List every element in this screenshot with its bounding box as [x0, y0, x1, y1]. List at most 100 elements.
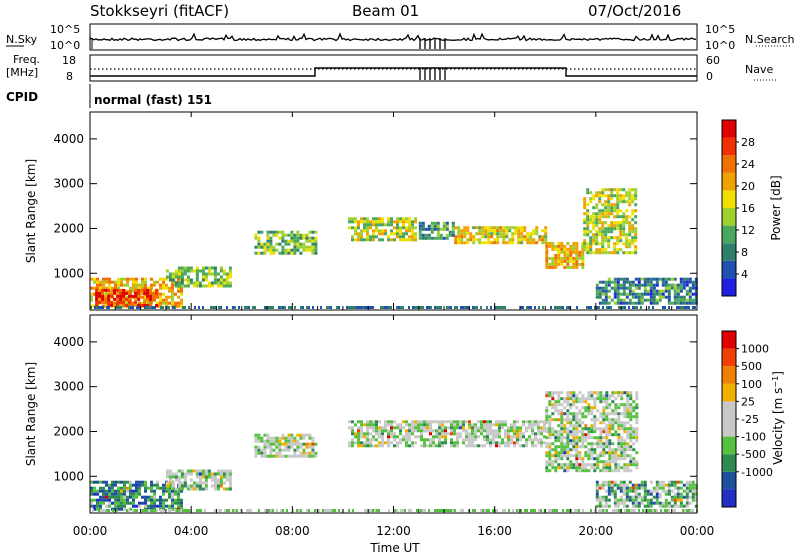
velocity-cell	[123, 495, 126, 499]
power-cell	[137, 294, 141, 298]
power-cell	[616, 191, 620, 195]
power-cell	[195, 284, 199, 288]
velocity-cell	[584, 469, 588, 473]
velocity-base-cell	[282, 509, 284, 512]
power-base-cell	[220, 306, 222, 309]
power-base-cell	[120, 306, 122, 309]
velocity-cell	[545, 409, 549, 413]
power-base-cell	[448, 306, 450, 309]
power-cell	[405, 229, 408, 233]
velocity-cell	[605, 439, 609, 443]
velocity-cell	[360, 423, 363, 427]
power-cell	[545, 253, 549, 257]
power-cell	[520, 235, 524, 239]
power-cell	[460, 238, 464, 242]
velocity-cell	[492, 435, 495, 439]
power-cell	[177, 284, 181, 288]
power-cell	[155, 291, 159, 295]
velocity-cell	[486, 441, 489, 445]
velocity-cell	[480, 420, 483, 424]
velocity-colorbar-swatch-2	[722, 454, 736, 472]
power-cell	[156, 301, 159, 305]
velocity-cell	[629, 457, 633, 461]
velocity-cell	[129, 486, 132, 490]
velocity-cell	[590, 409, 594, 413]
power-cell	[610, 191, 614, 195]
velocity-cell	[604, 504, 608, 508]
power-cell	[625, 245, 629, 249]
power-cell	[357, 226, 360, 230]
velocity-cell	[522, 423, 525, 427]
power-cell	[111, 289, 114, 293]
power-cell	[545, 247, 549, 251]
velocity-cell	[354, 423, 357, 427]
power-cell	[523, 229, 527, 233]
velocity-cell	[655, 480, 659, 484]
power-base-cell	[684, 306, 686, 309]
power-cell	[375, 220, 378, 224]
power-cell	[592, 197, 596, 201]
velocity-cell	[168, 484, 172, 488]
power-cell	[688, 295, 692, 299]
velocity-cell	[676, 480, 680, 484]
power-cell	[360, 238, 363, 242]
power-cell	[414, 235, 417, 239]
power-cell	[354, 226, 357, 230]
power-cell	[601, 248, 605, 252]
power-cell	[143, 303, 147, 307]
velocity-cell	[610, 486, 614, 490]
velocity-cell	[123, 504, 126, 508]
velocity-cell	[525, 438, 528, 442]
velocity-base-cell	[598, 509, 600, 512]
power-cell	[688, 280, 692, 284]
power-cell	[219, 278, 223, 282]
power-cell	[299, 236, 303, 240]
velocity-cell	[90, 498, 93, 502]
velocity-cell	[390, 423, 393, 427]
power-cell	[646, 277, 650, 281]
velocity-cell	[153, 495, 156, 499]
velocity-cell	[272, 436, 276, 440]
power-cell	[563, 259, 567, 263]
power-cell	[254, 233, 258, 237]
velocity-cell	[587, 394, 591, 398]
power-cell	[414, 232, 417, 236]
power-cell	[566, 250, 570, 254]
velocity-cell	[560, 409, 564, 413]
power-cell	[366, 220, 369, 224]
power-cell	[180, 284, 184, 288]
velocity-cell	[551, 403, 555, 407]
velocity-cell	[540, 438, 543, 442]
velocity-cell	[204, 469, 208, 473]
power-cell	[162, 286, 165, 290]
velocity-cell	[510, 435, 513, 439]
velocity-base-cell	[646, 509, 648, 512]
velocity-cell	[652, 486, 656, 490]
power-cell	[98, 294, 102, 298]
power-cell	[607, 200, 611, 204]
velocity-base-cell	[690, 509, 692, 512]
velocity-cell	[531, 429, 534, 433]
power-cell	[598, 197, 602, 201]
power-cell	[619, 197, 623, 201]
velocity-base-cell	[218, 509, 220, 512]
power-cell	[592, 221, 596, 225]
power-base-cell	[598, 306, 600, 309]
power-cell	[581, 256, 585, 260]
power-cell	[505, 226, 509, 230]
velocity-cell	[566, 409, 570, 413]
power-cell	[592, 227, 596, 231]
velocity-cell	[617, 448, 621, 452]
power-cell	[545, 259, 549, 263]
power-cell	[213, 272, 217, 276]
velocity-cell	[661, 489, 665, 493]
velocity-cell	[177, 501, 180, 505]
power-cell	[463, 232, 467, 236]
velocity-cell	[575, 424, 579, 428]
velocity-cell	[213, 481, 217, 485]
freq-panel-frame	[89, 54, 698, 82]
velocity-cell	[278, 445, 282, 449]
velocity-cell	[584, 400, 588, 404]
velocity-cell	[471, 426, 474, 430]
power-cell	[575, 250, 579, 254]
